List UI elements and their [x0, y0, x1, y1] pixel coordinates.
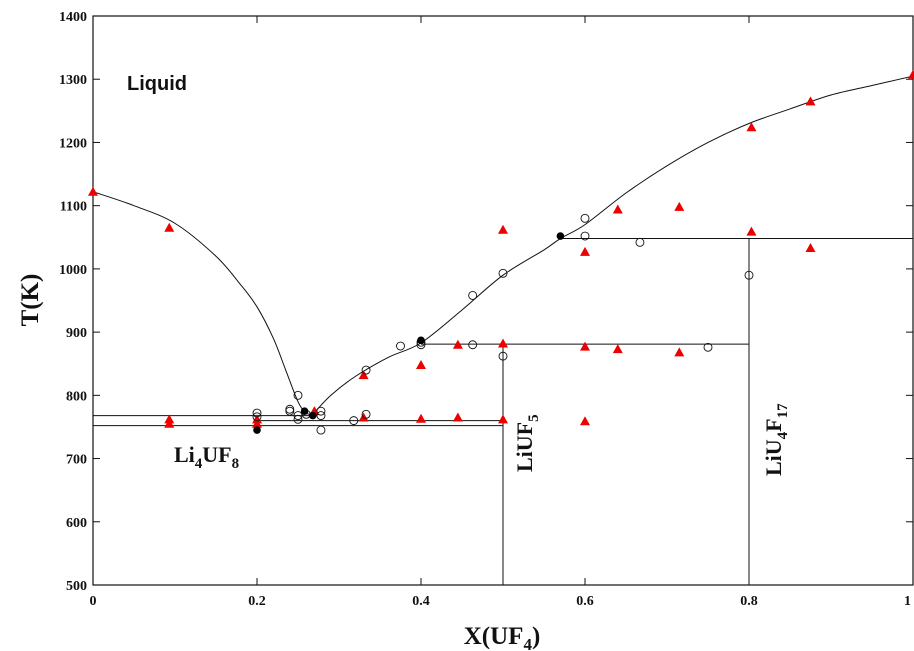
triangle-data-point [164, 222, 175, 232]
open-circle-data-point [361, 409, 371, 419]
triangle-data-point [416, 413, 426, 423]
open-circle-data-point [468, 290, 478, 300]
triangle-data-point [88, 186, 98, 196]
liquidus-curve [312, 75, 914, 415]
triangle-data-point [805, 96, 816, 106]
triangle-data-point [164, 418, 175, 428]
triangle-data-point [358, 412, 369, 422]
filled-circle-data-point [556, 232, 565, 240]
y-tick-label: 900 [66, 326, 87, 341]
open-circle-data-point [468, 340, 478, 350]
triangle-data-point [580, 246, 590, 256]
open-circle-data-point [316, 425, 326, 435]
triangle-data-point [612, 344, 623, 354]
open-circle-data-point [316, 411, 326, 421]
liu4f17-label: LiU4F17 [761, 403, 791, 476]
y-tick-label: 700 [66, 453, 87, 468]
x-axis-title-main: X(UF [464, 623, 524, 650]
triangle-data-point [908, 69, 914, 79]
y-tick-label: 600 [66, 516, 87, 531]
li4uf8-label: Li4UF8 [174, 442, 239, 472]
liquidus-curve [92, 191, 313, 415]
open-circle-data-point [252, 412, 262, 422]
triangle-data-point [580, 416, 590, 426]
triangle-data-point [580, 341, 590, 351]
y-tick-label: 1400 [59, 10, 87, 25]
filled-circle-data-point [308, 411, 317, 420]
x-tick-label: 0.8 [740, 594, 758, 609]
triangle-data-point [612, 204, 623, 214]
open-circle-data-point [293, 390, 303, 400]
y-tick-label: 500 [66, 579, 87, 594]
phase-lines-layer [92, 75, 914, 585]
triangle-data-point [252, 418, 262, 428]
y-axis-title: T(K) [17, 274, 44, 327]
data-points-layer [88, 69, 914, 435]
tick-labels-layer: 500 600 700 800 900 1000 1100 1200 1300 1400 0 0.2 0… [59, 10, 911, 609]
triangle-data-point [674, 201, 685, 211]
x-axis-title: X(UF4) [464, 623, 541, 651]
filled-circle-data-point [300, 407, 309, 415]
liu4f17-label-c: F [761, 418, 786, 431]
liquid-label: Liquid [127, 73, 187, 95]
open-circle-data-point [580, 231, 590, 241]
y-tick-label: 1000 [59, 263, 87, 278]
open-circle-data-point [635, 237, 645, 247]
open-circle-data-point [252, 408, 262, 418]
open-circle-data-point [285, 404, 295, 414]
triangle-data-point [452, 339, 463, 349]
triangle-data-point [805, 243, 816, 253]
y-tick-label: 1200 [59, 136, 87, 151]
y-tick-label: 1100 [60, 200, 87, 215]
triangle-data-point [358, 370, 369, 380]
open-circle-data-point [285, 406, 295, 416]
x-tick-label: 0 [90, 594, 97, 609]
triangle-data-point [746, 122, 757, 132]
x-tick-label: 0.4 [412, 594, 430, 609]
triangle-data-point [498, 338, 508, 348]
liu4f17-label-a: LiU [761, 439, 786, 476]
open-circle-data-point [293, 414, 303, 424]
li4uf8-label-d: 8 [232, 456, 240, 472]
liuf5-label-b: 5 [526, 414, 542, 422]
triangle-data-point [674, 347, 685, 357]
y-tick-label: 800 [66, 389, 87, 404]
open-circle-data-point [396, 341, 405, 351]
triangle-data-point [452, 412, 463, 422]
x-tick-label: 0.2 [248, 594, 266, 609]
triangle-data-point [416, 359, 426, 369]
open-circle-data-point [316, 406, 326, 416]
y-tick-label: 1300 [59, 73, 87, 88]
triangle-data-point [498, 414, 508, 424]
x-axis-title-sub: 4 [523, 635, 532, 651]
li4uf8-label-b: 4 [195, 456, 203, 472]
open-circle-data-point [498, 351, 508, 361]
open-circle-data-point [703, 342, 713, 352]
open-circle-data-point [349, 416, 359, 426]
filled-circle-data-point [417, 336, 425, 345]
open-circle-data-point [498, 268, 508, 278]
open-circle-data-point [744, 270, 754, 280]
li4uf8-label-a: Li [174, 442, 195, 467]
x-axis-title-tail: ) [532, 623, 540, 650]
open-circle-data-point [361, 365, 371, 375]
li4uf8-label-c: UF [202, 442, 231, 467]
x-tick-label: 0.6 [576, 594, 594, 609]
x-tick-label: 1 [904, 594, 911, 609]
liuf5-label: LiUF5 [512, 414, 542, 472]
liu4f17-label-d: 17 [775, 403, 791, 419]
liu4f17-label-b: 4 [775, 431, 791, 439]
liuf5-label-a: LiUF [512, 422, 537, 472]
filled-circle-data-point [253, 426, 261, 434]
triangle-data-point [498, 224, 508, 234]
open-circle-data-point [580, 213, 590, 223]
triangle-data-point [746, 226, 757, 236]
